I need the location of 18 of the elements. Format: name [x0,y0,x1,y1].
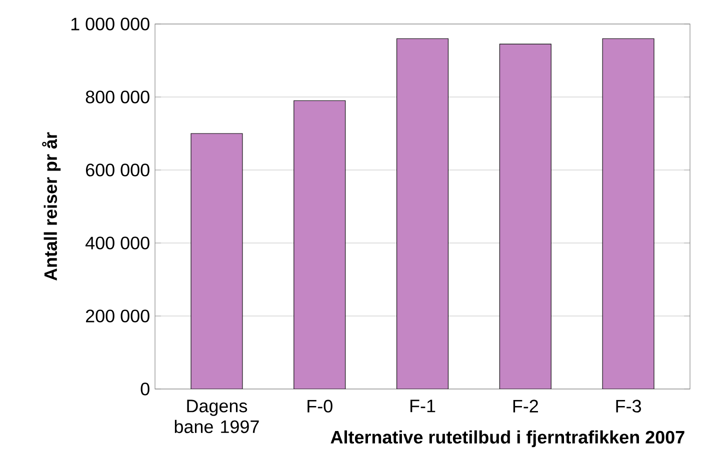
y-tick-label: 800 000 [86,90,150,104]
bar [294,100,346,389]
x-tick-label: F-2 [513,400,538,412]
x-tick-label: Dagens bane 1997 [174,400,259,434]
x-axis-title: Alternative rutetilbud i fjerntrafikken 2007 [330,430,684,448]
bar [499,44,552,389]
x-tick-label: F-3 [616,400,641,413]
y-tick-label: 1 000 000 [71,18,150,30]
y-tick-label: 600 000 [86,164,150,176]
y-tick-label: 400 000 [86,236,150,250]
y-tick-label: 0 [140,382,150,396]
y-axis-title: Antall reiser pr år [42,132,61,281]
x-tick-label: F-0 [308,400,332,413]
bar [602,38,654,389]
x-tick-label: F-1 [410,400,436,412]
y-tick-label: 200 000 [86,310,150,322]
bar [190,133,243,389]
bar [396,38,449,389]
